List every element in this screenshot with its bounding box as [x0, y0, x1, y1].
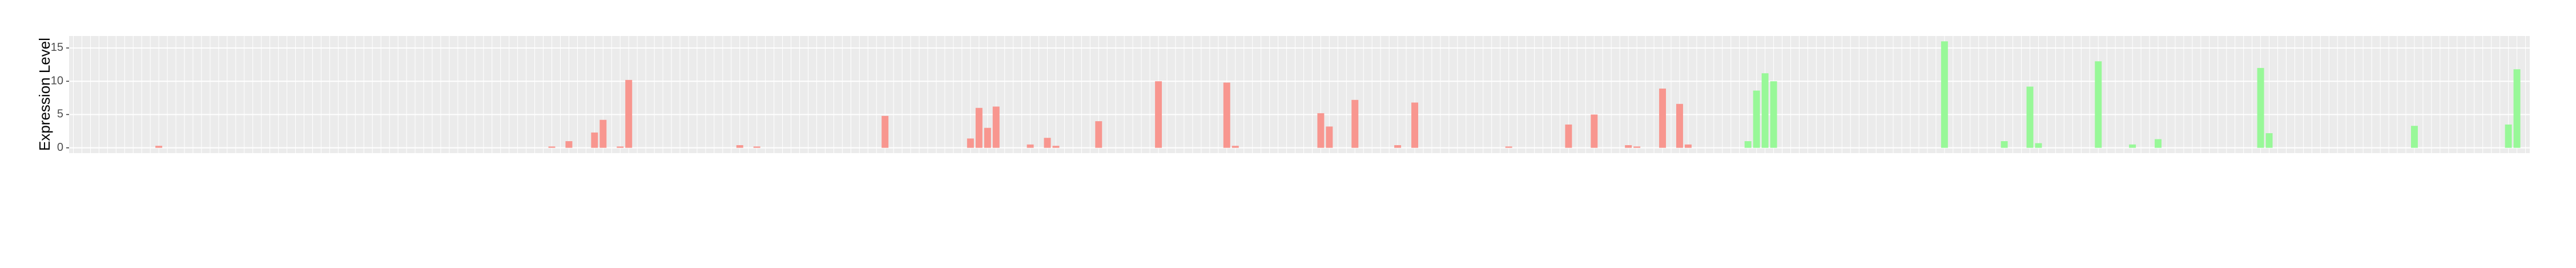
bar: [1317, 113, 1325, 148]
bar: [1565, 124, 1572, 148]
bar: [1941, 41, 1948, 148]
bar: [1351, 99, 1359, 148]
bar: [1633, 146, 1641, 148]
y-tick-label: 0: [57, 141, 63, 154]
bar: [1625, 145, 1632, 148]
bar: [753, 146, 760, 148]
y-tick-label: 15: [51, 41, 63, 54]
y-axis-label: Expression Level: [36, 38, 53, 151]
bar: [1770, 81, 1777, 148]
bar: [1659, 89, 1667, 148]
bar: [1753, 90, 1760, 148]
bar: [2095, 61, 2102, 148]
bar: [1231, 146, 1239, 148]
bar: [2155, 139, 2162, 148]
bar: [2035, 143, 2042, 148]
bar: [1095, 121, 1102, 148]
y-tick-label: 5: [57, 108, 63, 121]
bar: [155, 146, 163, 148]
bar: [2513, 69, 2521, 148]
bar: [599, 119, 607, 148]
bar: [2026, 86, 2034, 148]
bar: [1505, 146, 1512, 148]
bar: [2505, 124, 2512, 148]
plot-panel: [69, 36, 2530, 153]
bar: [1676, 103, 1683, 148]
bar: [1394, 145, 1402, 148]
bar: [1044, 138, 1051, 148]
bar: [625, 79, 633, 148]
bar: [984, 127, 991, 148]
bar: [882, 115, 889, 148]
bar: [548, 146, 556, 148]
bar: [975, 107, 983, 148]
bar: [1326, 126, 1333, 148]
bar: [1591, 114, 1598, 148]
bar: [1761, 73, 1769, 148]
bar: [2129, 144, 2136, 148]
bar: [1744, 141, 1752, 148]
y-tick-label: 10: [51, 74, 63, 87]
bar: [2265, 133, 2273, 148]
bar: [2257, 67, 2264, 148]
bar: [617, 146, 624, 148]
bar: [2001, 141, 2008, 148]
bar: [2410, 126, 2418, 148]
bar: [565, 141, 573, 148]
bar: [967, 138, 974, 148]
bar: [1223, 82, 1230, 148]
bar: [992, 106, 1000, 148]
bar: [1684, 144, 1692, 148]
bar: [591, 132, 598, 148]
bar: [1027, 144, 1034, 148]
bar: [736, 145, 743, 148]
bar: [1411, 102, 1419, 148]
bar: [1052, 146, 1060, 148]
bar: [1155, 81, 1162, 148]
